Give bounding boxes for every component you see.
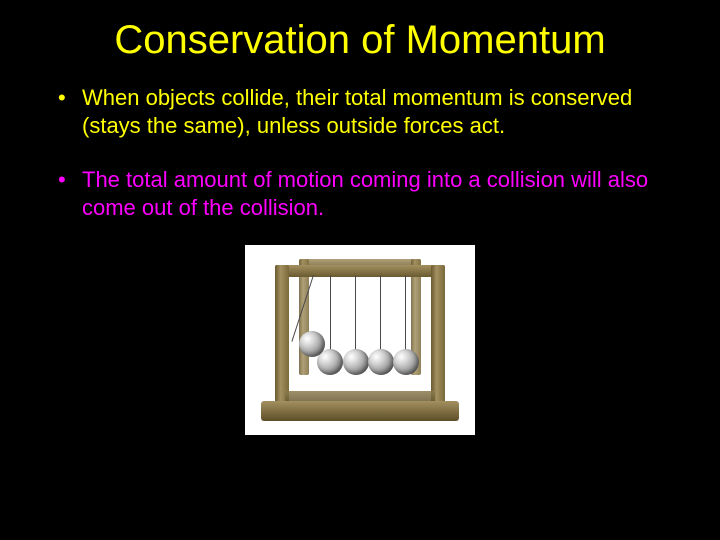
slide-title: Conservation of Momentum [30,18,690,62]
bullet-item: When objects collide, their total moment… [58,84,690,140]
bullet-item: The total amount of motion coming into a… [58,166,690,222]
bullet-list: When objects collide, their total moment… [30,84,690,223]
slide: Conservation of Momentum When objects co… [0,0,720,540]
newtons-cradle-image [245,245,475,435]
pendulum-string [405,275,406,351]
image-wrap [30,245,690,435]
pendulum-ball [368,349,394,375]
pendulum-string [380,275,381,351]
frame-base [261,401,459,421]
frame-post [275,265,289,405]
pendulum-ball [393,349,419,375]
pendulum-ball [299,331,325,357]
pendulum-ball [343,349,369,375]
frame-bar [275,265,445,277]
pendulum-string [330,275,331,351]
frame-post [431,265,445,405]
pendulum-string [355,275,356,351]
